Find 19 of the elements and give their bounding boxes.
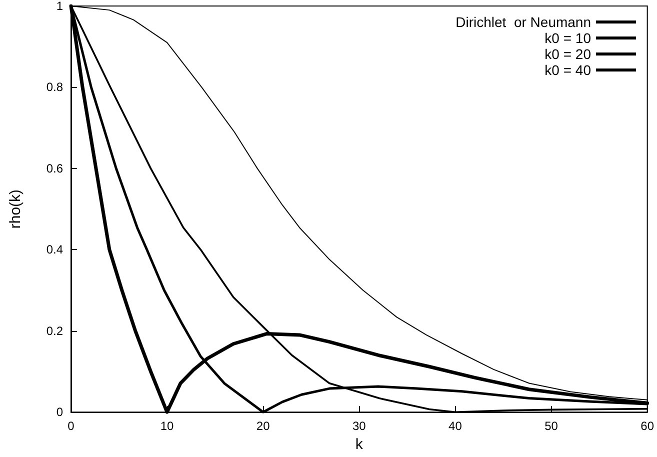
x-tick-label: 40 xyxy=(448,419,462,434)
y-tick-label: 0.6 xyxy=(46,161,64,176)
x-tick-label: 10 xyxy=(160,419,174,434)
y-axis-title: rho(k) xyxy=(7,189,24,229)
y-tick-label: 0.2 xyxy=(46,324,64,338)
x-tick-label: 30 xyxy=(352,419,366,434)
x-tick-label: 50 xyxy=(544,419,558,434)
y-tick-label: 0 xyxy=(56,405,64,420)
legend-label: k0 = 10 xyxy=(544,30,592,46)
x-tick-label: 0 xyxy=(68,419,75,434)
y-tick-label: 0.4 xyxy=(46,242,64,257)
legend-label: Dirichlet or Neumann xyxy=(456,14,591,30)
x-tick-label: 60 xyxy=(640,419,654,434)
y-tick-label: 0.8 xyxy=(46,80,64,94)
x-axis-title: k xyxy=(355,436,364,453)
legend-label: k0 = 40 xyxy=(544,62,592,78)
x-tick-label: 20 xyxy=(256,419,270,434)
legend-label: k0 = 20 xyxy=(544,46,592,62)
y-tick-label: 1 xyxy=(56,0,64,13)
